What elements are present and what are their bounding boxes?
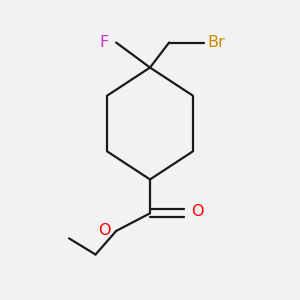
Text: Br: Br: [207, 35, 225, 50]
Text: F: F: [100, 35, 109, 50]
Text: O: O: [191, 204, 204, 219]
Text: O: O: [98, 224, 110, 238]
